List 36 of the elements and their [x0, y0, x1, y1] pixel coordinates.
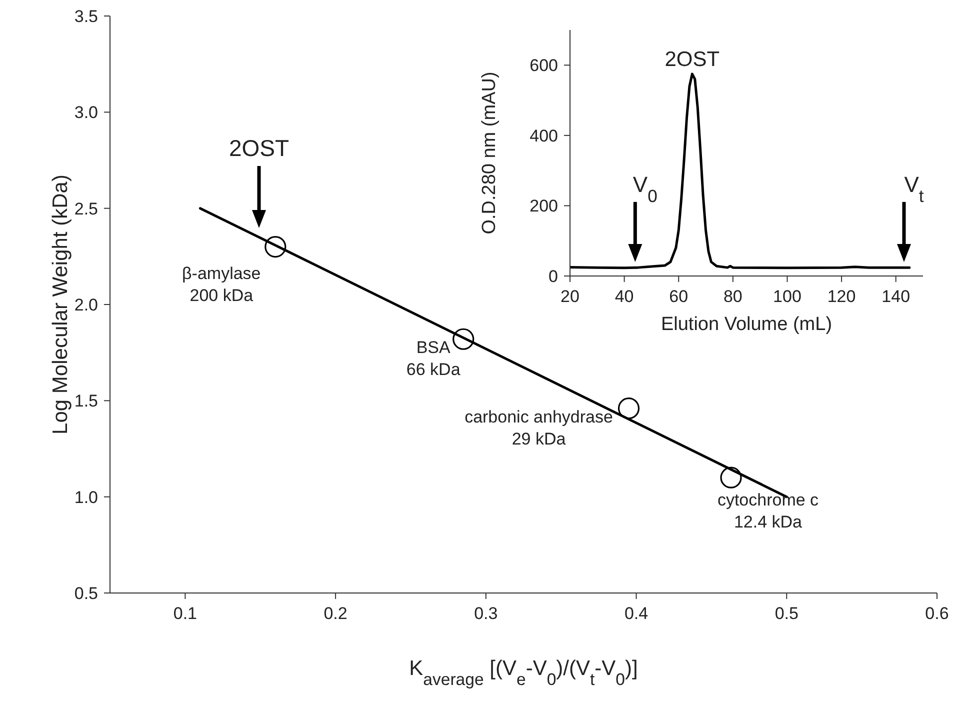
annotation: carbonic anhydrase 29 kDa — [464, 407, 613, 448]
annotation: 2OST — [664, 48, 720, 71]
x-tick-label: 0.5 — [774, 604, 798, 624]
x-tick-label: 0.4 — [624, 604, 648, 624]
annotation: β-amylase 200 kDa — [182, 264, 261, 305]
y-tick-label: 0.5 — [74, 584, 98, 604]
x-tick-label: 60 — [669, 287, 688, 306]
x-tick-label: 0.3 — [474, 604, 498, 624]
y-tick-label: 3.0 — [74, 103, 98, 122]
x-tick-label: 120 — [827, 287, 856, 306]
x-tick-label: 100 — [773, 287, 802, 306]
annotation: V$_{t}$ — [904, 172, 924, 206]
x-tick-label: 0.1 — [173, 604, 197, 624]
x-axis-title: Elution Volume (mL) — [660, 314, 832, 335]
y-tick-label: 3.5 — [74, 7, 98, 26]
text: K$_{average}$ [(V$_{e}$-V$_{0}$)/(V$_{t}$-V$_{0}$)] — [409, 657, 638, 688]
y-axis-title: O.D.280 nm (mAU) — [479, 72, 500, 234]
y-tick-label: 2.5 — [74, 199, 98, 218]
x-tick-label: 40 — [614, 287, 634, 306]
x-tick-label: 0.2 — [324, 604, 348, 624]
y-tick-label: 1.5 — [74, 392, 98, 411]
y-tick-label: 1.0 — [74, 488, 98, 507]
annotation: 2OST — [228, 135, 290, 161]
x-tick-label: 0.6 — [925, 604, 949, 624]
x-tick-label: 20 — [560, 287, 580, 306]
x-tick-label: 140 — [882, 287, 910, 306]
annotation: BSA 66 kDa — [406, 338, 461, 380]
y-tick-label: 200 — [530, 196, 558, 216]
y-tick-label: 600 — [530, 56, 558, 76]
y-axis-title: Log Molecular Weight (kDa) — [49, 174, 72, 434]
y-tick-label: 400 — [530, 126, 558, 146]
y-tick-label: 0 — [548, 267, 558, 286]
y-tick-label: 2.0 — [74, 296, 98, 315]
annotation: V$_{0}$ — [632, 172, 658, 206]
x-tick-label: 80 — [723, 287, 742, 306]
annotation: cytochrome c 12.4 kDa — [717, 490, 820, 532]
